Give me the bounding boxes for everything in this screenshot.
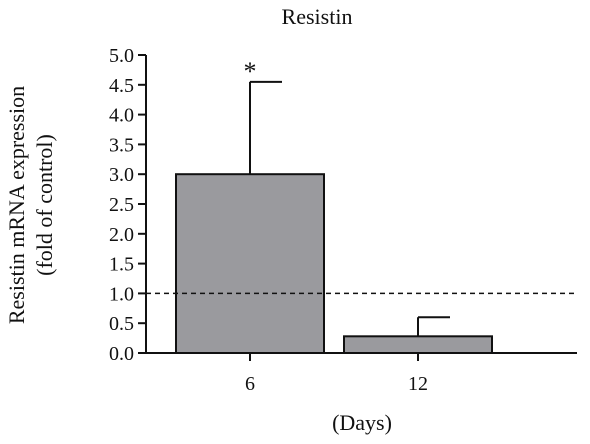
chart-title: Resistin	[282, 4, 353, 29]
y-axis-label-line2: (fold of control)	[32, 134, 57, 276]
y-tick-label: 0.0	[109, 343, 134, 365]
y-tick-label: 2.5	[109, 194, 134, 216]
bars-group: *	[175, 57, 493, 355]
x-axis: 6 12	[146, 352, 577, 395]
y-tick-label: 4.0	[109, 105, 134, 127]
x-axis-label: (Days)	[332, 410, 392, 435]
significance-marker-6: *	[244, 57, 257, 86]
y-axis-label: Resistin mRNA expression (fold of contro…	[4, 86, 57, 324]
y-axis-label-line1: Resistin mRNA expression	[4, 86, 29, 324]
bar-6	[175, 173, 325, 354]
y-tick-label: 4.5	[109, 75, 134, 97]
y-axis: 0.0 0.5 1.0 1.5 2.0 2.5 3.0 3.5 4.0 4.5 5.0	[109, 45, 147, 365]
x-tick-label-6: 6	[245, 373, 255, 395]
y-tick-label: 2.0	[109, 224, 134, 246]
y-tick-label: 1.5	[109, 254, 134, 276]
y-tick-label: 5.0	[109, 45, 134, 67]
y-tick-label: 0.5	[109, 313, 134, 335]
y-tick-label: 1.0	[109, 283, 134, 305]
bar-12	[343, 335, 493, 355]
y-tick-label: 3.5	[109, 134, 134, 156]
x-tick-label-12: 12	[408, 373, 428, 395]
y-tick-label: 3.0	[109, 164, 134, 186]
